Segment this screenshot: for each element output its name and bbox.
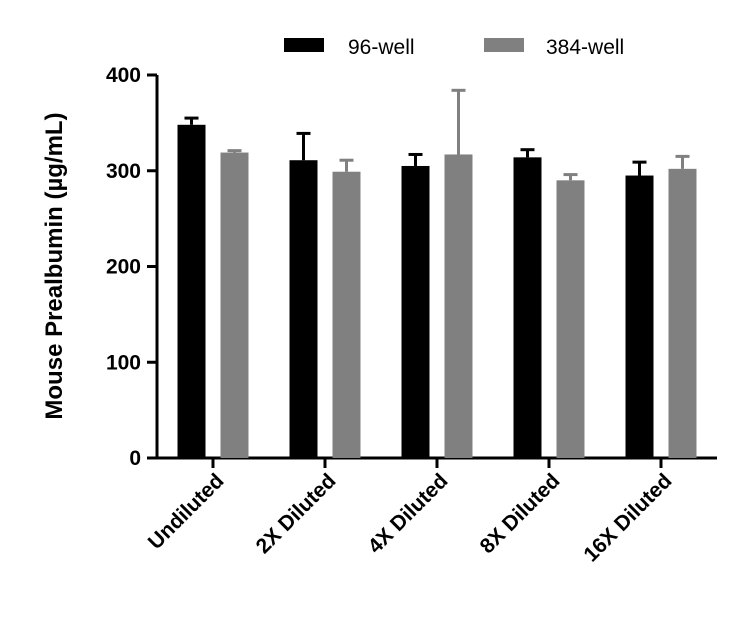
bar-384-well-4x-diluted <box>444 154 473 458</box>
x-tick-label: 2X Diluted <box>252 469 341 558</box>
bar-384-well-2x-diluted <box>332 171 361 458</box>
y-tick-label: 300 <box>106 160 141 183</box>
x-tick-label: 8X Diluted <box>476 469 565 558</box>
x-tick-label: 4X Diluted <box>364 469 453 558</box>
legend: 96-well 384-well <box>284 36 624 59</box>
y-axis-title-group: Mouse Prealbumin (µg/mL) <box>41 112 68 419</box>
x-tick-label: 16X Diluted <box>579 469 676 566</box>
y-axis-title: Mouse Prealbumin (µg/mL) <box>41 112 68 419</box>
bar-96-well-undiluted <box>177 124 206 458</box>
bar-384-well-16x-diluted <box>668 168 697 458</box>
bar-96-well-8x-diluted <box>513 157 542 458</box>
y-tick-label: 100 <box>106 351 141 374</box>
bar-96-well-4x-diluted <box>401 165 430 458</box>
bar-96-well-2x-diluted <box>289 160 318 458</box>
legend-swatch-384-well <box>484 38 524 52</box>
bar-384-well-undiluted <box>220 152 249 458</box>
y-tick-label: 200 <box>106 256 141 279</box>
y-tick-label: 0 <box>129 447 141 470</box>
bar-384-well-8x-diluted <box>556 180 585 458</box>
y-ticks: 0 100 200 300 400 <box>106 64 157 470</box>
legend-label-96-well: 96-well <box>348 36 415 59</box>
x-ticks: Undiluted 2X Diluted 4X Diluted 8X Diluted 1… <box>144 458 677 566</box>
legend-swatch-96-well <box>284 38 324 52</box>
x-tick-label: Undiluted <box>144 469 229 554</box>
y-tick-label: 400 <box>106 64 141 87</box>
legend-label-384-well: 384-well <box>546 36 624 59</box>
bar-96-well-16x-diluted <box>625 175 654 458</box>
bars <box>177 88 697 458</box>
